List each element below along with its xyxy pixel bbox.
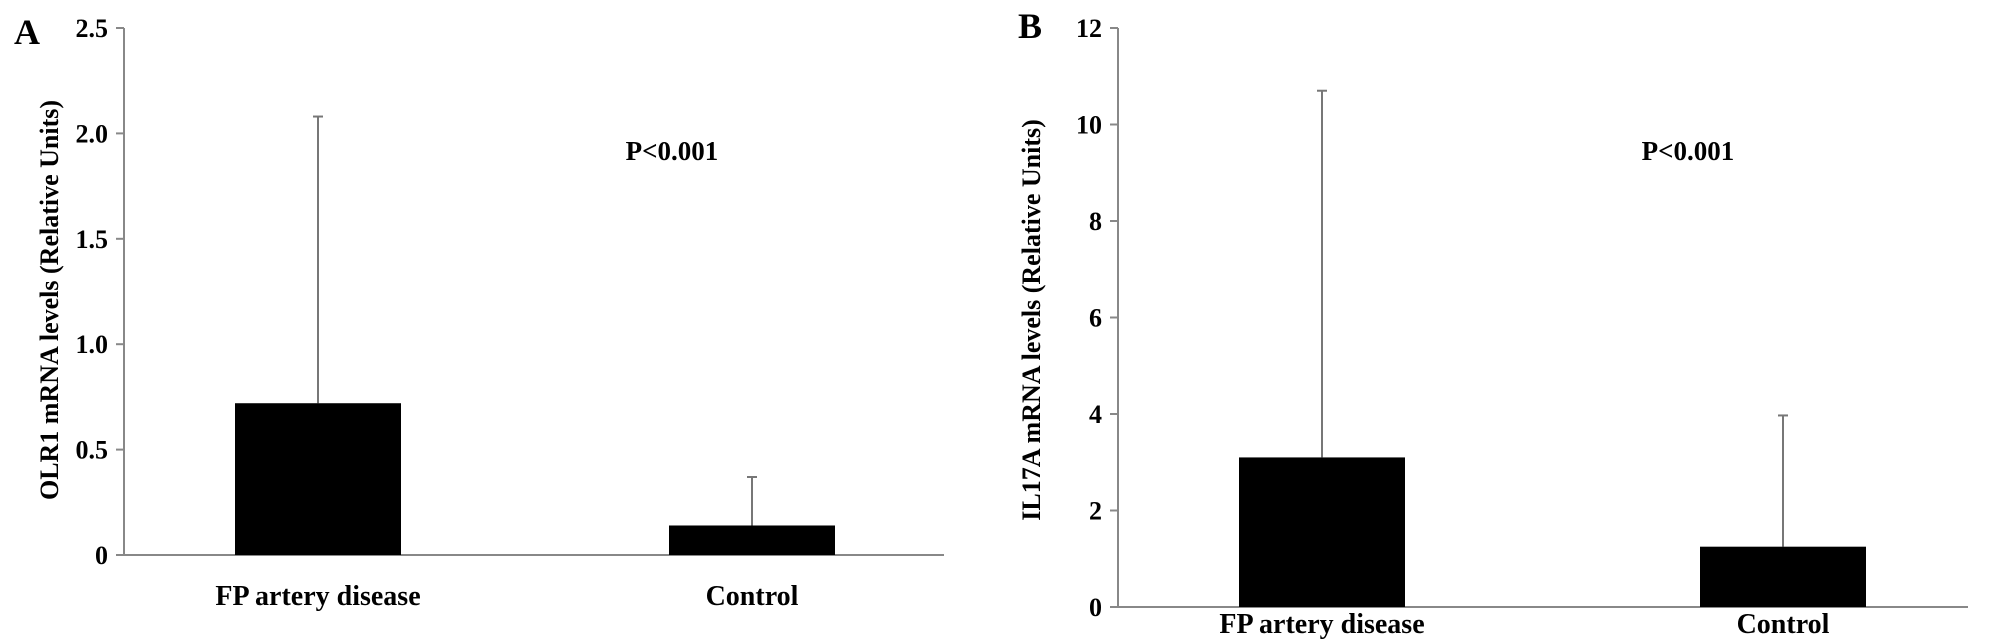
y-tick-label: 8 [1089, 207, 1102, 236]
x-tick-label: FP artery disease [1219, 609, 1424, 640]
bar-fp-artery-disease [235, 403, 401, 555]
y-tick-label: 2 [1089, 497, 1102, 526]
y-tick-label: 2.0 [76, 119, 109, 148]
y-axis-label: IL17A mRNA levels (Relative Units) [1017, 119, 1046, 521]
y-tick-label: 12 [1076, 14, 1102, 43]
y-axis-label: OLR1 mRNA levels (Relative Units) [35, 100, 64, 500]
x-tick-label: FP artery disease [215, 581, 420, 612]
y-tick-label: 4 [1089, 400, 1102, 429]
p-value-annotation: P<0.001 [626, 136, 719, 166]
bar-control [669, 525, 835, 555]
panel-label: A [14, 12, 40, 52]
x-tick-label: Control [706, 581, 799, 612]
plot-area: 0 0.5 1.0 1.5 2.0 2.5 FP artery disease Control [76, 14, 944, 612]
chart-panel-a: A OLR1 mRNA levels (Relative Units) P<0.… [14, 12, 944, 612]
panel-label: B [1018, 6, 1042, 46]
chart-panel-b: B IL17A mRNA levels (Relative Units) P<0… [1017, 6, 1968, 640]
y-tick-label: 6 [1089, 304, 1102, 333]
y-tick-label: 10 [1076, 111, 1102, 140]
y-tick-label: 1.0 [76, 330, 109, 359]
p-value-annotation: P<0.001 [1642, 136, 1735, 166]
y-tick-label: 1.5 [76, 225, 109, 254]
y-tick-label: 0 [95, 541, 108, 570]
bar-fp-artery-disease [1239, 457, 1405, 607]
y-tick-label: 0 [1089, 593, 1102, 622]
y-tick-label: 0.5 [76, 436, 109, 465]
x-tick-label: Control [1737, 609, 1830, 640]
y-tick-label: 2.5 [76, 14, 109, 43]
bar-control [1700, 546, 1866, 607]
plot-area: 0 2 4 6 8 10 12 FP artery disease Control [1076, 14, 1968, 640]
